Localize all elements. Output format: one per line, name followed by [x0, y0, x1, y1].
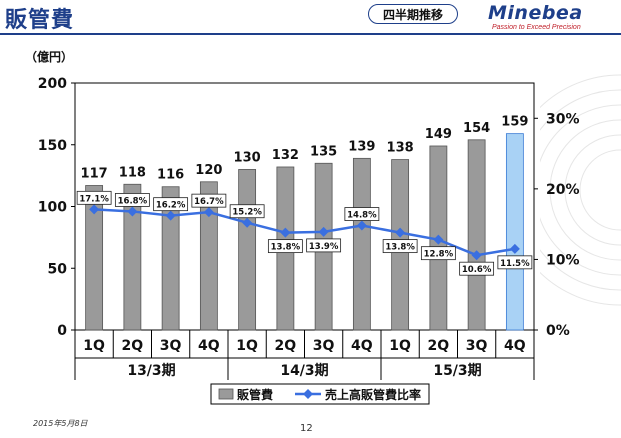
bar	[238, 169, 257, 331]
y-axis-unit-label: （億円）	[25, 50, 74, 64]
legend-line-label: 売上高販管費比率	[325, 387, 421, 402]
ratio-label-box	[382, 239, 418, 254]
ratio-label-box	[267, 239, 303, 254]
x-tick-label: 3Q	[160, 338, 182, 354]
ratio-point	[318, 226, 329, 237]
ratio-label: 15.2%	[232, 208, 262, 218]
ratio-point	[280, 227, 291, 238]
y-left-tick-label: 150	[38, 138, 67, 154]
bar-value-label: 117	[81, 167, 108, 182]
ratio-label: 13.8%	[271, 243, 301, 253]
ratio-line	[94, 208, 516, 257]
bar	[85, 185, 104, 331]
ratio-point	[509, 243, 520, 254]
legend-bar-label: 販管費	[237, 387, 273, 402]
x-tick-label: 1Q	[236, 338, 258, 354]
y-left-tick-label: 200	[38, 76, 67, 92]
ratio-label: 17.1%	[79, 194, 109, 204]
decorative-circles	[540, 74, 621, 306]
page-title: 販管費	[5, 8, 75, 33]
ratio-point	[395, 227, 406, 238]
ratio-label: 13.8%	[385, 243, 415, 253]
ratio-label: 16.7%	[194, 197, 224, 207]
y-right-tick-label: 20%	[546, 182, 580, 198]
ratio-label: 13.9%	[309, 242, 339, 252]
bar	[123, 183, 142, 331]
bar-value-label: 139	[348, 139, 375, 154]
ratio-label-box	[191, 193, 227, 208]
ratio-label-box	[344, 207, 380, 221]
bar-value-label: 132	[272, 148, 299, 163]
x-tick-label: 1Q	[83, 338, 105, 354]
bar-value-label: 154	[463, 121, 490, 136]
ratio-label-box	[229, 204, 265, 219]
bar-value-label: 159	[501, 115, 528, 130]
y-right-tick-label: 0%	[546, 323, 570, 339]
ratio-point	[165, 210, 176, 221]
period-badge: 四半期推移	[368, 4, 458, 24]
logo-tagline: Passion to Exceed Precision	[492, 24, 581, 31]
ratio-point	[471, 250, 482, 261]
company-logo: Minebea Passion to Exceed Precision	[488, 3, 616, 33]
ratio-label-box	[497, 255, 533, 270]
ratio-label-box	[153, 197, 189, 212]
x-tick-label: 1Q	[389, 338, 411, 354]
ratio-label-box	[76, 190, 112, 205]
bar-value-label: 118	[119, 165, 146, 180]
ratio-label: 10.6%	[462, 265, 492, 275]
ratio-label: 11.5%	[500, 259, 530, 269]
bar	[505, 133, 524, 331]
ratio-point	[356, 220, 367, 231]
x-tick-label: 2Q	[122, 338, 144, 354]
legend-bar-swatch	[218, 388, 234, 400]
x-tick-label: 4Q	[504, 338, 526, 354]
bar-value-label: 138	[387, 141, 414, 156]
y-right-tick-label: 30%	[546, 111, 580, 127]
logo-name: Minebea	[488, 2, 583, 24]
ratio-point	[242, 217, 253, 228]
bar	[199, 181, 218, 331]
ratio-label-box	[420, 246, 456, 261]
bar	[161, 186, 180, 331]
y-left-tick-label: 50	[48, 261, 68, 277]
ratio-point	[433, 234, 444, 245]
bar-value-label: 149	[425, 127, 452, 142]
x-tick-label: 3Q	[313, 338, 335, 354]
ratio-label: 16.8%	[118, 196, 148, 206]
x-tick-label: 2Q	[275, 338, 297, 354]
ratio-label-box	[114, 193, 150, 207]
x-tick-label: 4Q	[351, 338, 373, 354]
x-tick-label: 2Q	[428, 338, 450, 354]
y-left-tick-label: 0	[57, 323, 67, 339]
legend-line-marker	[303, 389, 313, 399]
bar-value-label: 116	[157, 168, 184, 183]
bar	[352, 157, 371, 331]
ratio-label: 16.2%	[156, 201, 186, 211]
header-divider	[0, 33, 621, 35]
footer-date: 2015年5月8日	[33, 419, 88, 428]
x-group-label: 15/3期	[433, 363, 481, 379]
ratio-point	[127, 206, 138, 217]
ratio-point	[89, 204, 100, 215]
ratio-label: 12.8%	[424, 250, 454, 260]
ratio-label-box	[306, 238, 342, 253]
y-right-tick-label: 10%	[546, 252, 580, 268]
x-group-label: 14/3期	[280, 363, 328, 379]
ratio-point	[203, 207, 214, 218]
bar-value-label: 120	[195, 163, 222, 178]
page-number: 12	[300, 423, 313, 434]
y-left-tick-label: 100	[38, 200, 67, 216]
bar-value-label: 130	[234, 150, 261, 165]
ratio-label: 14.8%	[347, 211, 377, 221]
x-group-label: 13/3期	[127, 363, 175, 379]
bar	[467, 139, 486, 331]
x-tick-label: 4Q	[198, 338, 220, 354]
x-tick-label: 3Q	[466, 338, 488, 354]
bar-value-label: 135	[310, 144, 337, 159]
ratio-label-box	[459, 261, 495, 276]
